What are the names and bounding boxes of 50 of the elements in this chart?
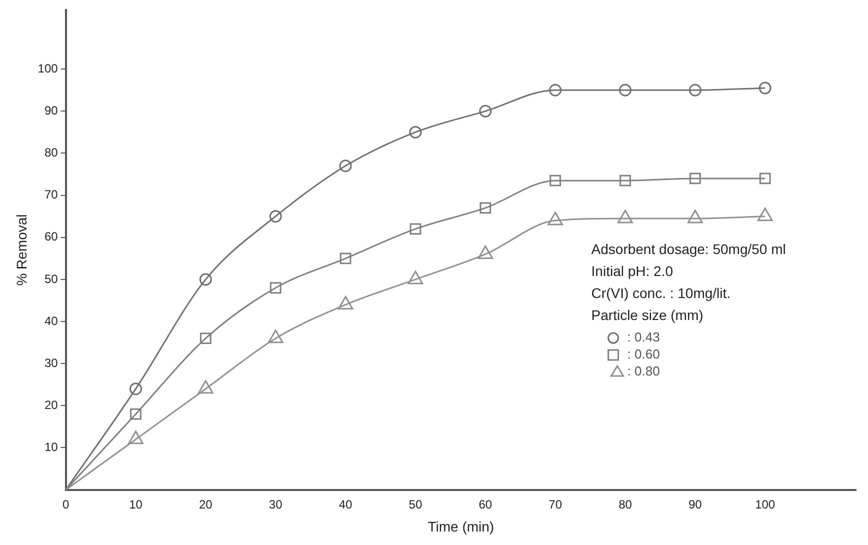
annotation: Cr(VI) conc. : 10mg/lit. [591,284,731,301]
legend-label: : 0.60 [627,346,660,362]
point [200,332,212,344]
point [688,84,702,96]
y-tick-label: 90 [44,103,58,118]
x-axis-title: Time (min) [428,518,494,534]
x-tick-label: 40 [338,497,353,512]
legend-label: : 0.80 [627,364,660,379]
point [620,174,631,186]
point [758,82,772,94]
point [270,282,282,294]
x-tick-label: 100 [755,497,776,512]
point [410,223,422,235]
y-tick-label: 30 [44,356,58,370]
y-tick-label: 10 [44,440,58,454]
y-axis-title: % Removal [13,214,30,286]
x-tick-label: 20 [198,497,213,512]
point [618,84,632,96]
point [340,252,352,264]
y-tick-label: 80 [44,146,58,160]
legend-title: Particle size (mm) [591,306,704,323]
x-tick-label: 0 [62,497,70,512]
y-tick-label: 20 [44,398,58,412]
x-tick-label: 80 [618,497,632,512]
point [549,84,562,96]
x-tick-label: 60 [478,497,492,512]
x-tick-label: 50 [408,497,422,512]
x-tick-label: 10 [129,497,143,512]
point [130,408,142,420]
point [550,174,562,186]
point [409,126,422,138]
point [269,210,282,223]
point [479,104,492,118]
y-tick-label: 60 [44,230,58,244]
x-tick-label: 30 [268,497,283,512]
point [339,160,352,172]
point [689,172,701,184]
y-tick-label: 100 [38,61,58,76]
point [199,273,212,286]
y-tick-label: 70 [44,188,58,202]
point [130,382,142,396]
y-tick-label: 40 [44,314,58,328]
annotation: Initial pH: 2.0 [591,262,674,279]
point [480,202,492,214]
legend-label: : 0.43 [627,330,660,345]
x-tick-label: 70 [548,497,562,512]
point [759,172,771,184]
y-tick-label: 50 [44,272,58,286]
annotation: Adsorbent dosage: 50mg/50 ml [591,240,786,257]
x-tick-label: 90 [688,497,702,512]
